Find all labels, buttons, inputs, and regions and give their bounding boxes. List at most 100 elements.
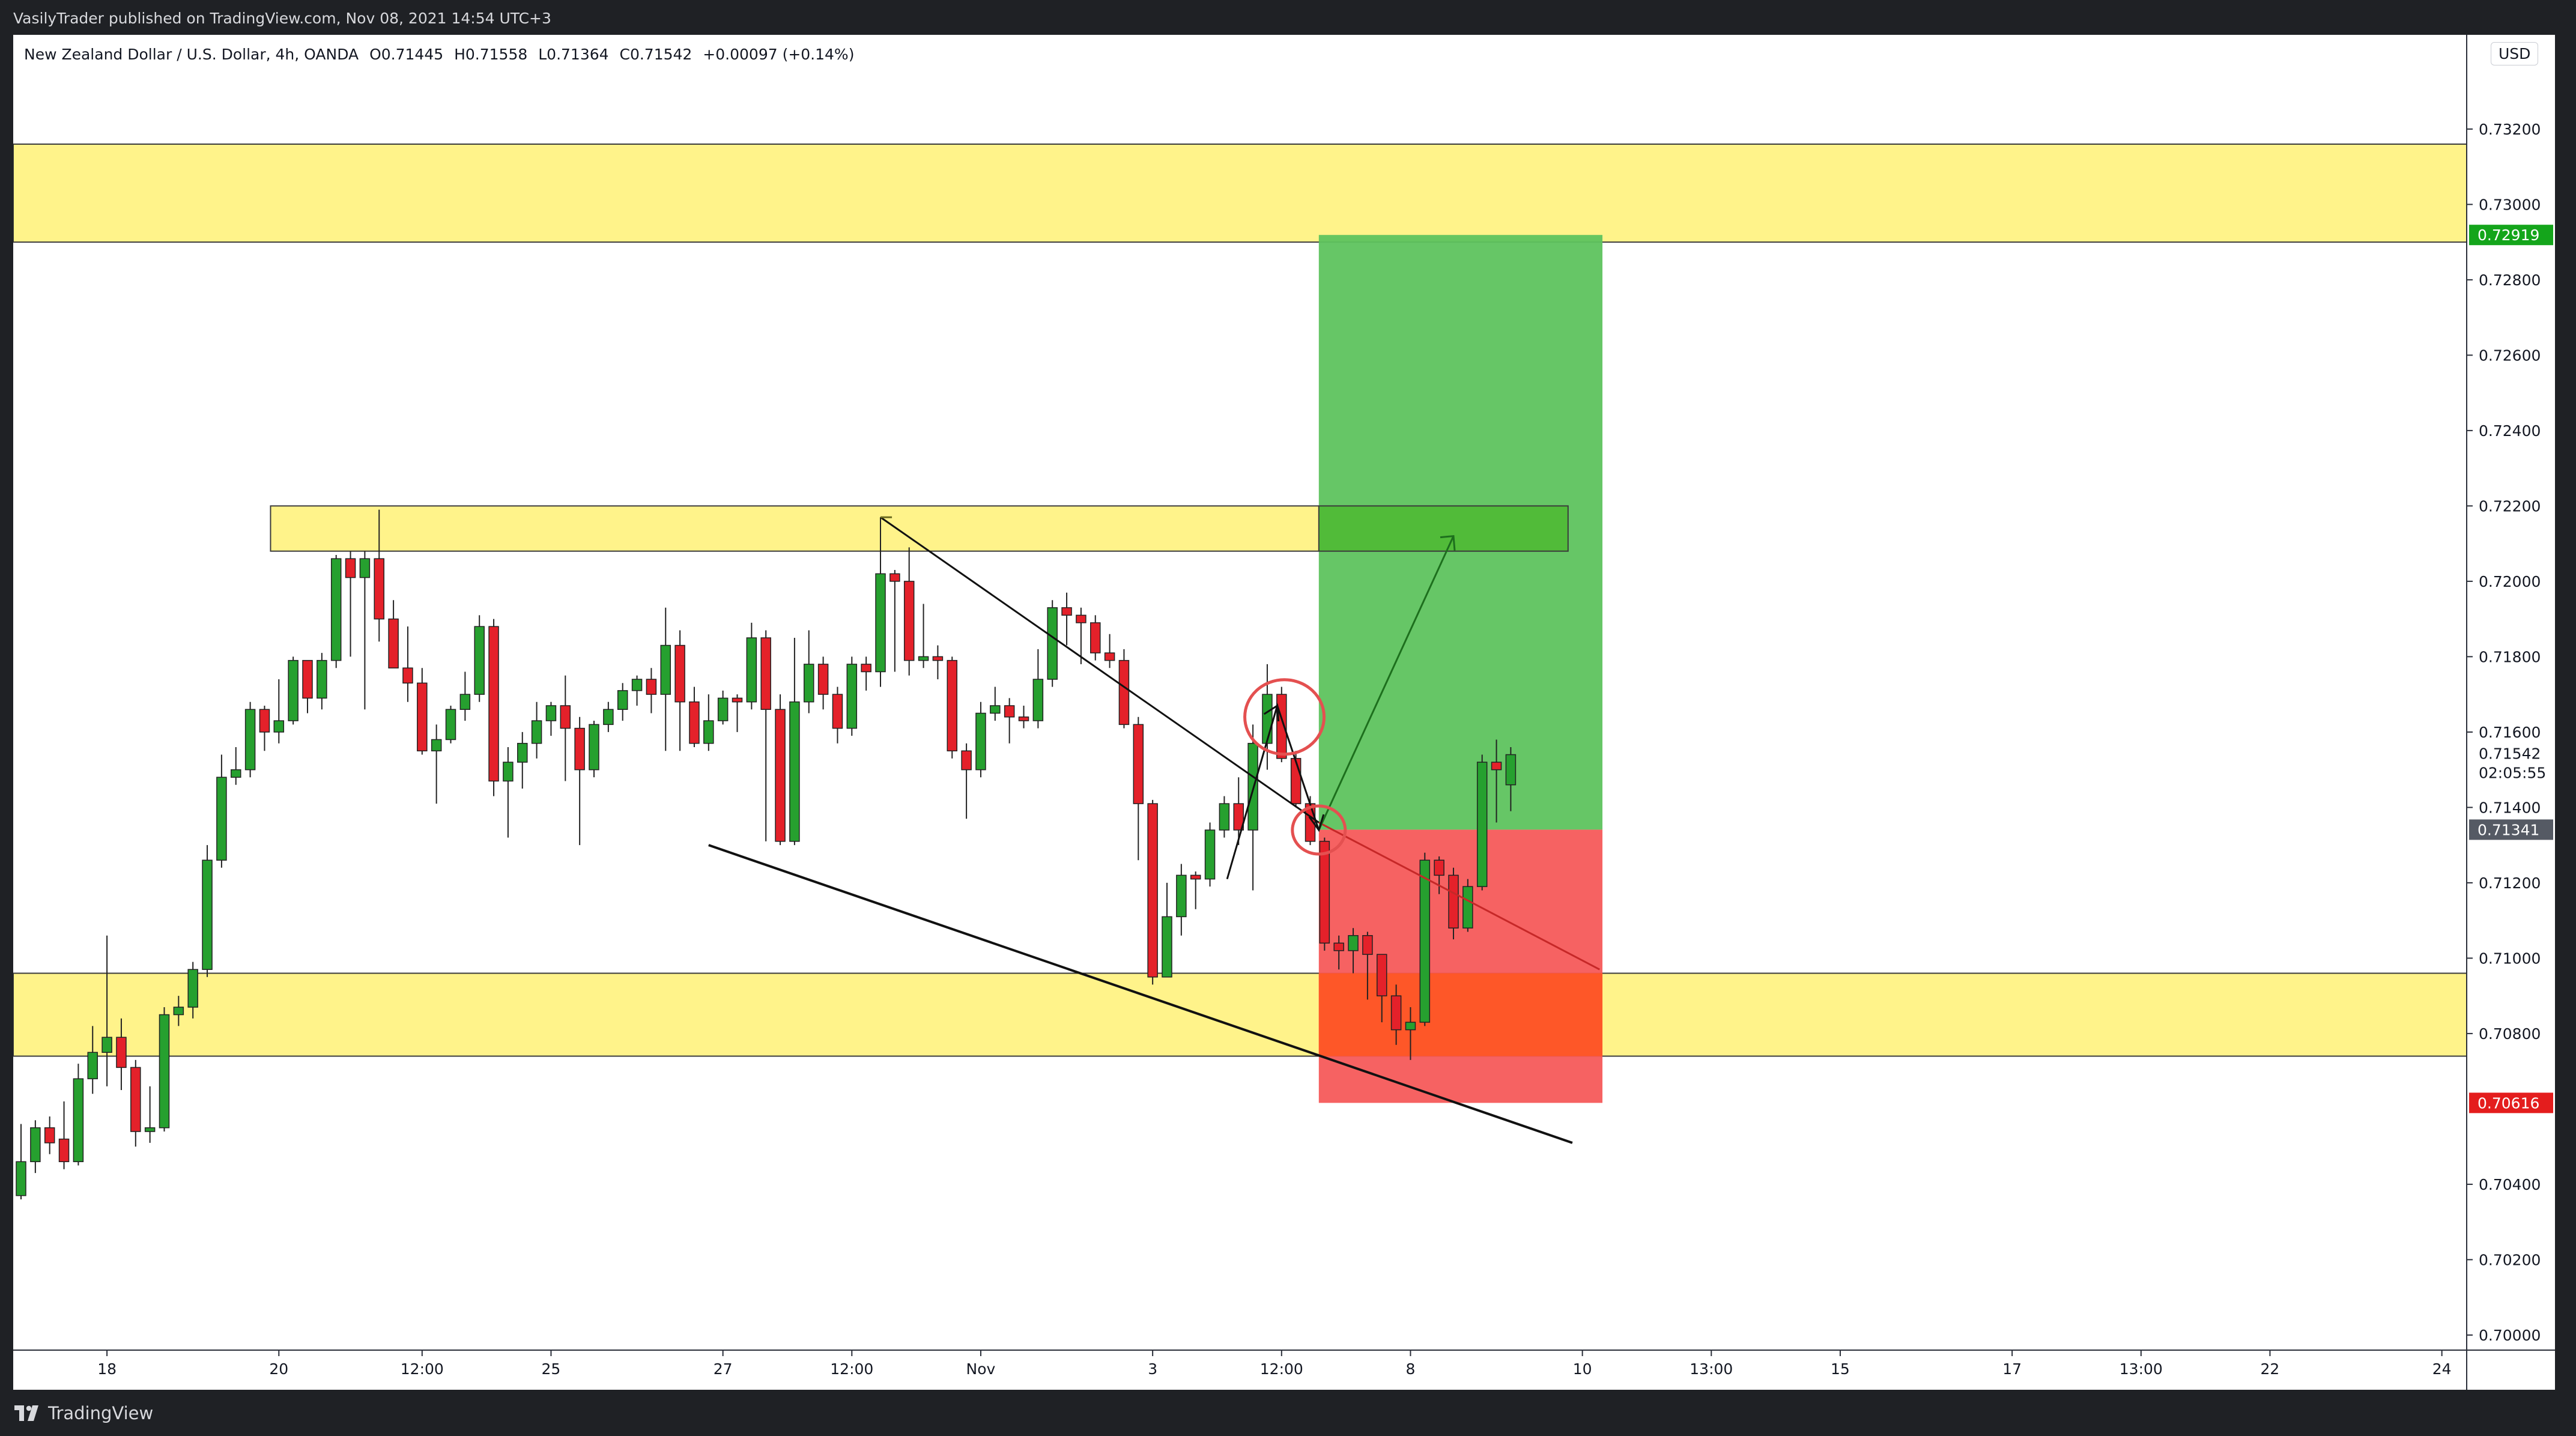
candle: [431, 724, 442, 804]
candle: [359, 551, 371, 710]
candle-body: [374, 558, 384, 620]
candle-body: [674, 644, 685, 703]
candle: [202, 845, 213, 977]
price-tick-label: 0.73000: [2479, 196, 2541, 213]
candle: [1333, 935, 1344, 970]
price-tick-label: 0.71800: [2479, 648, 2541, 665]
candle: [317, 653, 327, 710]
time-tick-label: 20: [269, 1360, 288, 1378]
candle-body: [388, 618, 399, 668]
projection-arrow-head: [1263, 704, 1280, 722]
candle: [1061, 592, 1072, 646]
candle-body: [932, 656, 944, 661]
candle-body: [1118, 659, 1130, 726]
entry-price-label-bg: [2469, 819, 2553, 840]
candle: [58, 1101, 70, 1169]
candle-body: [975, 712, 986, 771]
candle-body: [1491, 762, 1502, 771]
candle-body: [1018, 716, 1029, 721]
candle-body: [875, 573, 886, 673]
price-chart[interactable]: 0.70000 0.70200 0.70400 0.70800 0.71000 0.712…: [13, 35, 2555, 1390]
candle: [775, 694, 786, 846]
candle-body: [330, 558, 342, 661]
candle-body: [732, 697, 743, 703]
candle-body: [1362, 935, 1373, 955]
chart-frame[interactable]: 0.70000 0.70200 0.70400 0.70800 0.71000 0.712…: [13, 35, 2555, 1390]
candle-body: [1190, 874, 1201, 880]
candle: [846, 656, 858, 736]
candle-body: [574, 727, 585, 771]
candle-body: [589, 724, 599, 771]
supply-demand-zone: [13, 143, 2467, 243]
candle: [503, 747, 514, 838]
candle: [889, 570, 900, 672]
candle: [1319, 837, 1330, 951]
candle-body: [87, 1052, 98, 1079]
candle-body: [603, 709, 614, 726]
ohlc-change: +0.00097 (+0.14%): [703, 46, 855, 63]
candle: [1176, 864, 1187, 936]
candle-body: [918, 656, 929, 661]
candle-body: [703, 720, 714, 744]
candle: [1104, 634, 1115, 668]
candle-body: [1405, 1022, 1416, 1031]
candle: [87, 1026, 98, 1094]
candle: [231, 747, 241, 785]
candle: [459, 671, 471, 721]
candle-body: [1476, 762, 1488, 887]
candle-body: [1076, 614, 1086, 623]
candle: [244, 701, 256, 778]
price-tick-label: 0.72400: [2479, 422, 2541, 440]
candle: [531, 701, 542, 759]
candle-body: [531, 720, 542, 744]
candle: [1004, 698, 1015, 744]
candle: [374, 509, 384, 642]
candle: [159, 1007, 170, 1132]
candle-body: [459, 694, 471, 710]
candle: [402, 626, 413, 702]
candle-body: [1004, 705, 1015, 718]
candle-body: [760, 637, 771, 710]
candle-body: [817, 664, 829, 695]
candle: [646, 668, 657, 713]
candle-body: [1047, 607, 1058, 680]
candle: [1462, 879, 1473, 932]
candle-body: [1290, 758, 1302, 804]
time-tick-label: Nov: [966, 1360, 996, 1378]
candle: [1491, 739, 1502, 823]
candle-body: [717, 697, 729, 721]
candle: [1233, 777, 1244, 846]
price-tick-label: 0.71600: [2479, 724, 2541, 741]
candle: [216, 754, 227, 868]
candle: [417, 668, 428, 755]
candle-body: [130, 1067, 141, 1132]
candle-body: [1090, 622, 1101, 653]
candle: [817, 656, 829, 710]
currency-button[interactable]: USD: [2491, 42, 2539, 65]
candle-body: [231, 769, 241, 778]
time-tick-label: 22: [2261, 1360, 2280, 1378]
candle: [144, 1086, 156, 1143]
candle-body: [488, 626, 499, 782]
target-zone-overlap: [1318, 505, 1569, 552]
candle-body: [16, 1161, 26, 1196]
time-tick-label: 12:00: [401, 1360, 444, 1378]
time-tick-label: 3: [1148, 1360, 1157, 1378]
candle-body: [402, 667, 413, 684]
candle-body: [359, 558, 371, 578]
highlight-circle: [1291, 804, 1347, 856]
candle: [16, 1124, 26, 1199]
candle: [1276, 686, 1287, 763]
candle: [589, 721, 599, 778]
candle: [1090, 615, 1101, 661]
candle-body: [1434, 859, 1444, 876]
stop-price-label-bg: [2469, 1092, 2553, 1113]
ohlc-high: H0.71558: [454, 46, 528, 63]
candle: [560, 675, 571, 781]
time-tick-label: 13:00: [1690, 1360, 1733, 1378]
candle: [732, 694, 743, 732]
candle-body: [1419, 859, 1431, 1023]
current-price-label: 0.71542: [2479, 745, 2541, 762]
candle: [861, 656, 871, 691]
candle-body: [1233, 803, 1244, 831]
